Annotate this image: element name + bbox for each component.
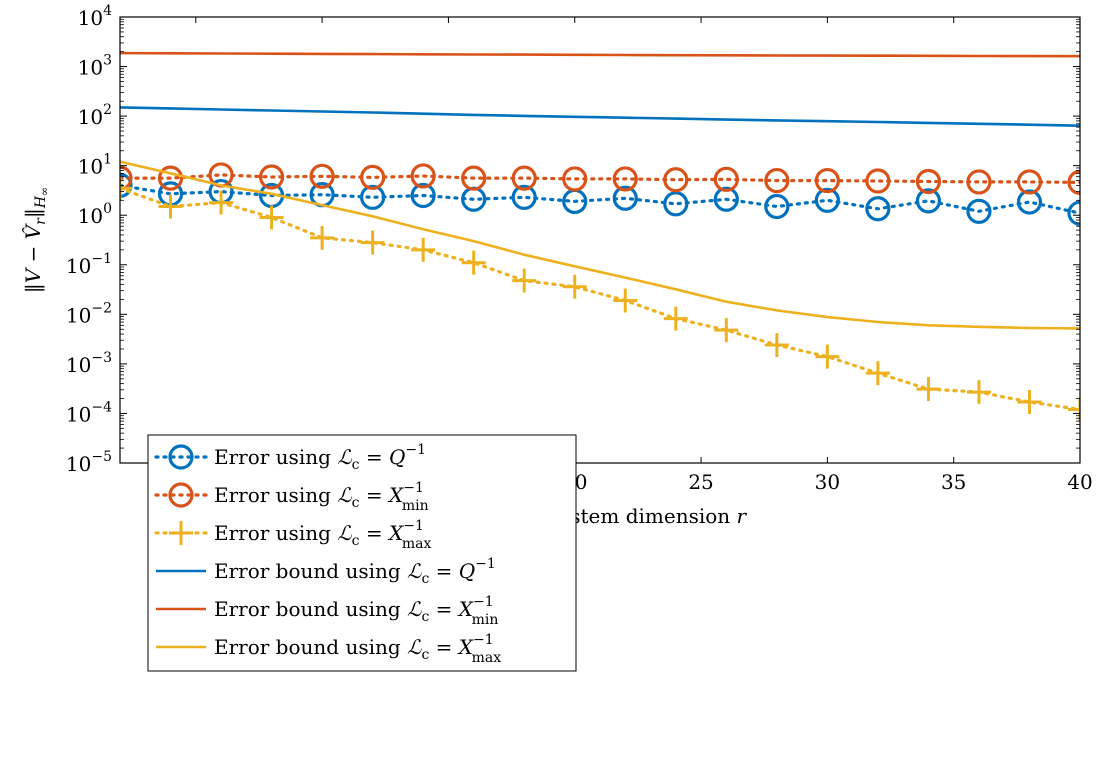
series-4 <box>120 107 1080 125</box>
series-3 <box>108 176 1092 421</box>
data-point <box>664 307 688 331</box>
tick-marks <box>120 17 1080 463</box>
x-tick-label: 25 <box>688 470 713 494</box>
y-tick-label: 100 <box>78 201 112 228</box>
x-tick-label: 40 <box>1067 470 1092 494</box>
y-tick-label: 10−3 <box>66 350 112 377</box>
data-point <box>665 193 687 215</box>
legend-label: Error using ℒc = Q−1 <box>214 442 426 473</box>
data-point <box>665 169 687 191</box>
y-tick-label: 103 <box>78 53 112 80</box>
y-tick-label: 101 <box>78 152 112 179</box>
data-point <box>209 191 233 215</box>
series-5 <box>120 53 1080 56</box>
data-point <box>613 289 637 313</box>
data-point <box>967 380 991 404</box>
data-point <box>310 226 334 250</box>
data-point <box>765 333 789 357</box>
data-point <box>815 345 839 369</box>
legend: Error using ℒc = Q−1 Error using ℒc = X−1… <box>148 435 576 671</box>
data-point <box>563 275 587 299</box>
data-point <box>1017 390 1041 414</box>
y-tick-label: 10−5 <box>66 449 112 476</box>
data-point <box>361 231 385 255</box>
series-layer <box>108 53 1092 421</box>
data-point <box>411 238 435 262</box>
x-tick-label: 30 <box>815 470 840 494</box>
legend-label: Error bound using ℒc = Q−1 <box>214 556 496 587</box>
data-point <box>714 318 738 342</box>
data-point <box>866 361 890 385</box>
y-axis-label: ‖V − V̂r‖H∞ <box>21 187 51 293</box>
y-tick-label: 102 <box>78 102 112 129</box>
data-point <box>260 205 284 229</box>
data-point <box>916 377 940 401</box>
y-tick-label: 104 <box>78 3 112 30</box>
y-tick-label: 10−1 <box>66 251 112 278</box>
series-line <box>120 188 1080 409</box>
data-point <box>512 269 536 293</box>
y-tick-label: 10−2 <box>66 300 112 327</box>
data-point <box>462 251 486 275</box>
x-axis-label-var: r <box>737 504 748 528</box>
x-tick-label: 35 <box>941 470 966 494</box>
series-line <box>120 175 1080 183</box>
series-line <box>120 107 1080 125</box>
series-2 <box>109 164 1091 193</box>
y-tick-label: 10−4 <box>66 399 112 426</box>
y-tick-labels: 10−5 10−4 10−3 10−2 10−1 100 101 102 103 104 <box>66 3 112 476</box>
plot-frame <box>120 17 1080 463</box>
series-line <box>120 53 1080 56</box>
